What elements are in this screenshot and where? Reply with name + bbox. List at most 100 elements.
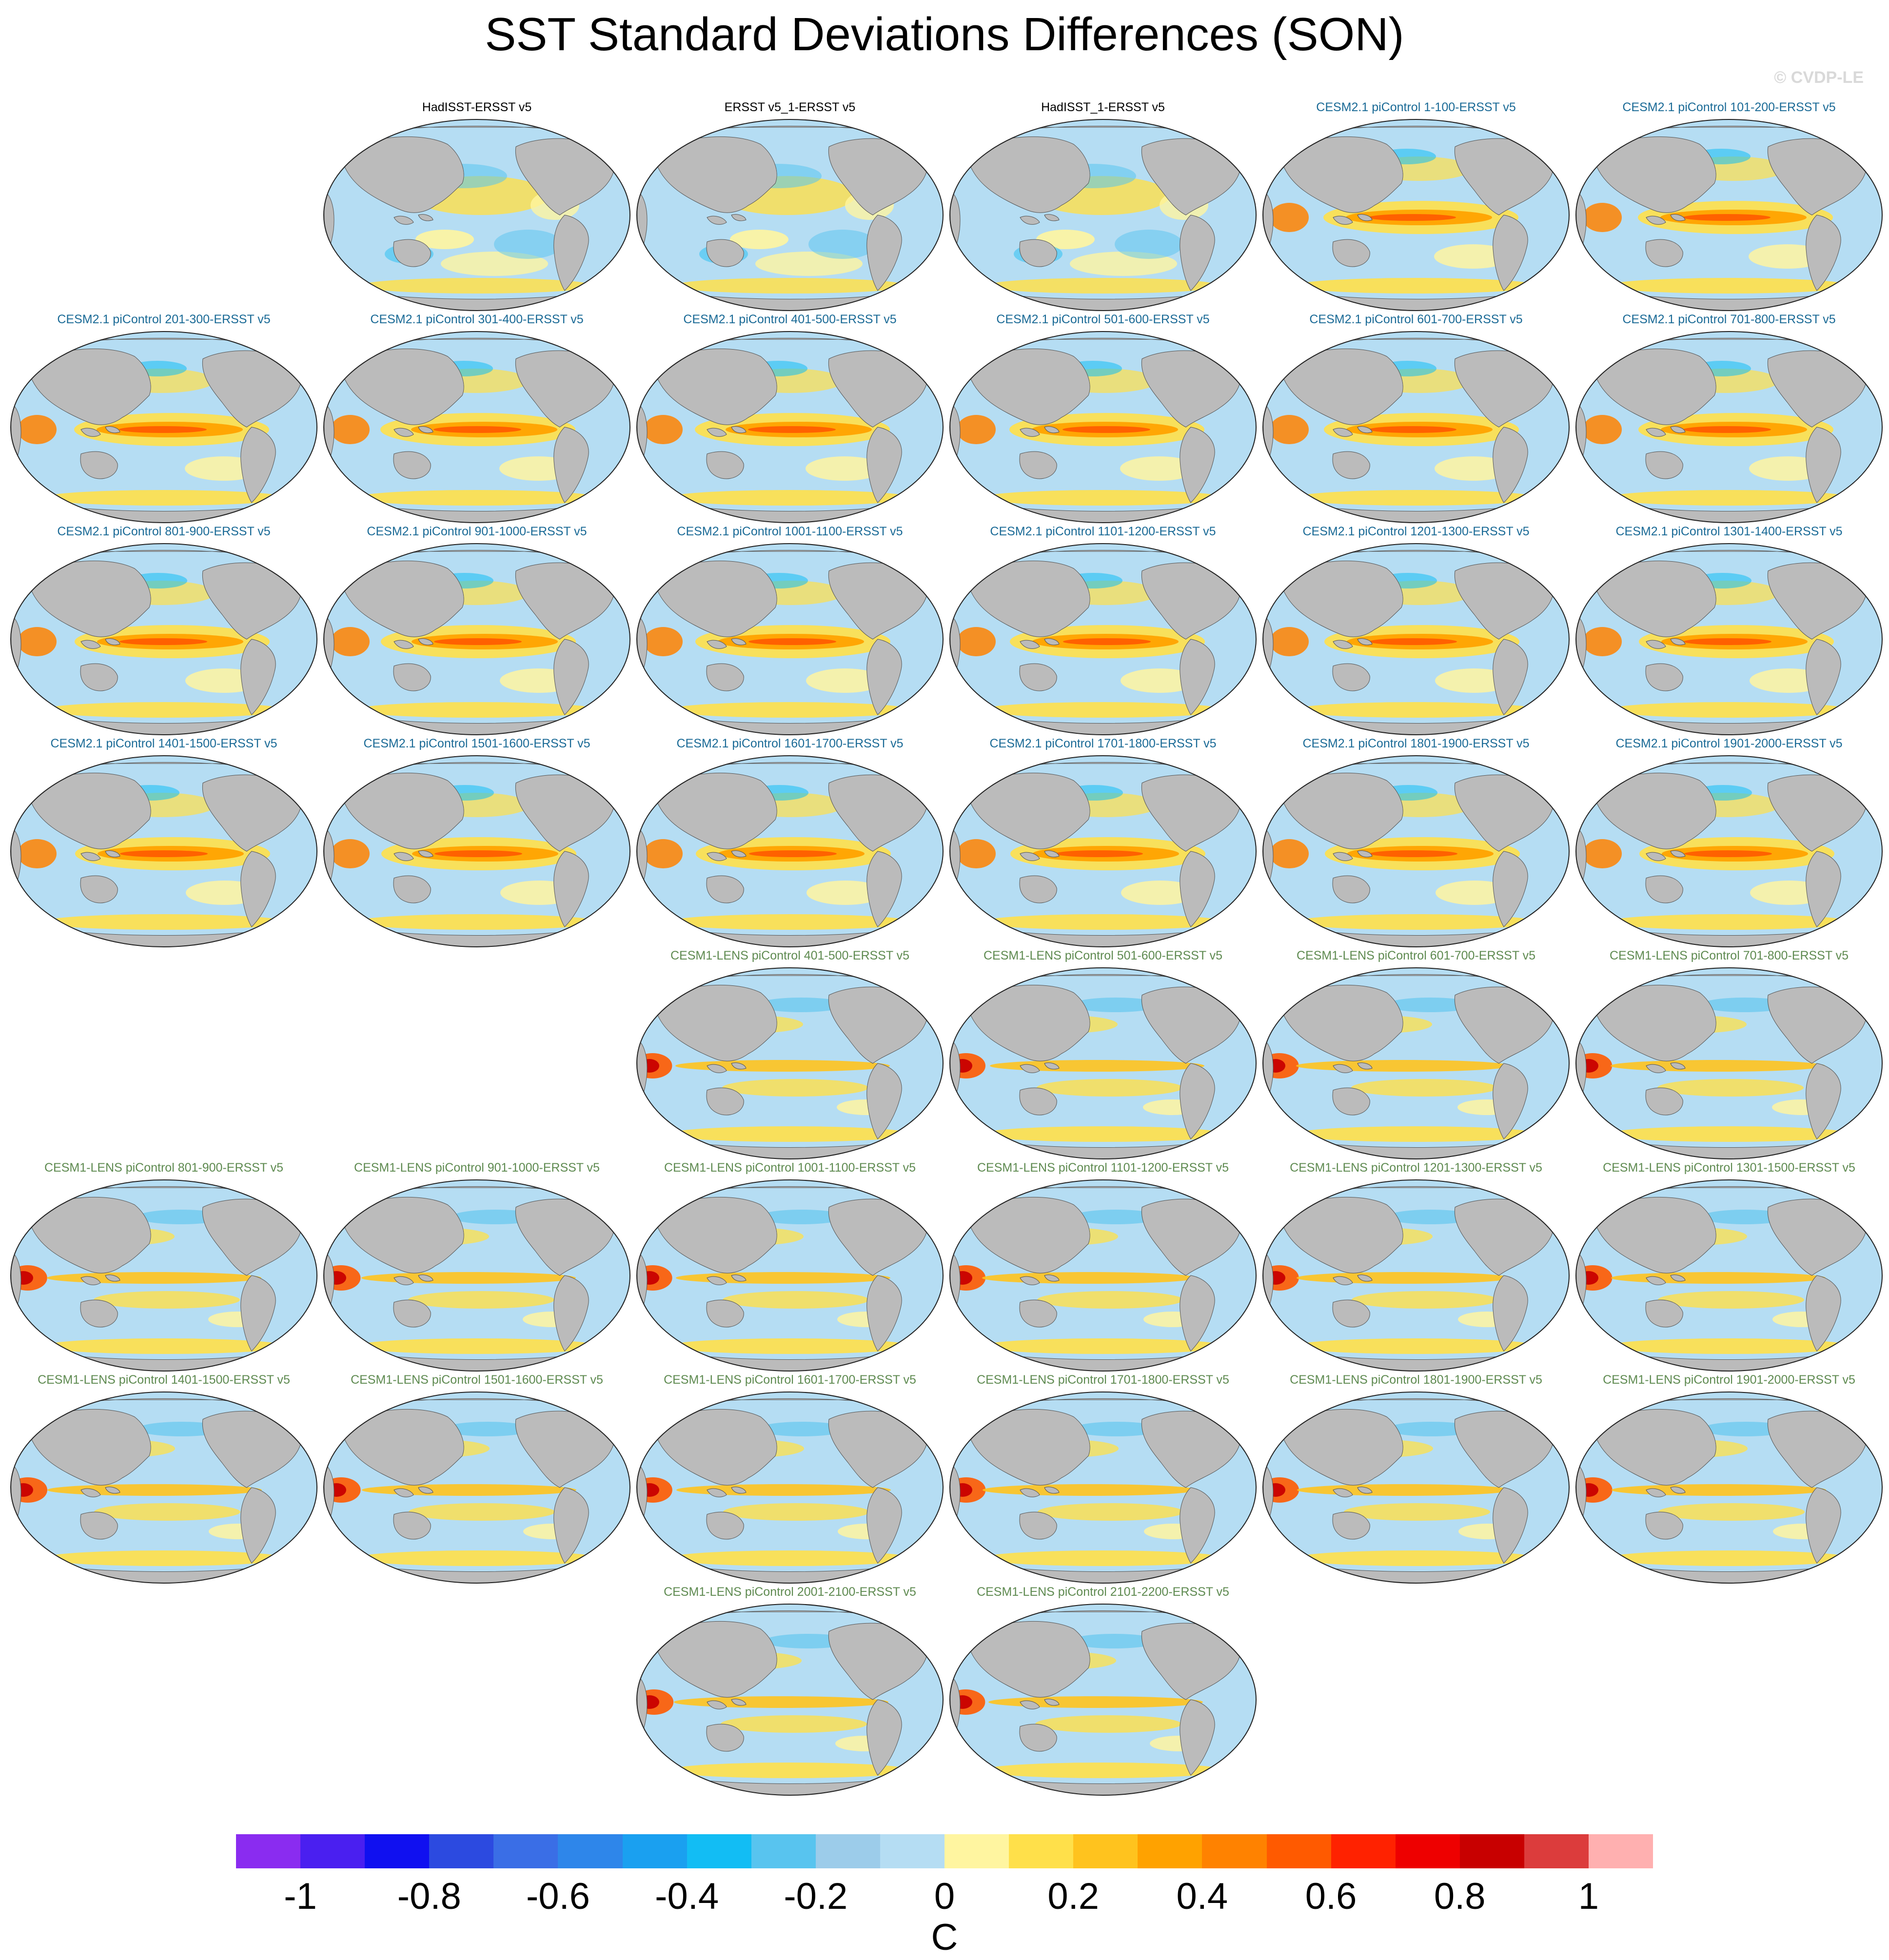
land-mass: [706, 239, 744, 267]
land-mass: [1019, 875, 1057, 903]
land-mass: [394, 640, 414, 649]
panel-title: CESM1-LENS piControl 1901-2000-ERSST v5: [1603, 1373, 1855, 1387]
sst-map: [1575, 1392, 1883, 1584]
colorbar-units-label: C: [931, 1917, 958, 1958]
land-mass: [553, 851, 589, 927]
panel-title: CESM2.1 piControl 1001-1100-ERSST v5: [677, 525, 903, 538]
land-mass: [1646, 1064, 1666, 1073]
map-panel: CESM2.1 piControl 1101-1200-ERSST v5: [947, 524, 1259, 737]
map-panel: CESM1-LENS piControl 1001-1100-ERSST v5: [634, 1160, 946, 1373]
land-mass: [1180, 1487, 1215, 1564]
land-mass: [1493, 639, 1528, 715]
panel-title: CESM1-LENS piControl 1701-1800-ERSST v5: [977, 1373, 1229, 1387]
sst-map: [323, 119, 630, 311]
land-mass: [1493, 1487, 1528, 1564]
map-panel: CESM2.1 piControl 601-700-ERSST v5: [1260, 312, 1572, 525]
colorbar-swatch: [558, 1834, 623, 1868]
land-mass: [105, 850, 120, 858]
map-panel: ERSST v5_1-ERSST v5: [634, 100, 946, 313]
land-mass: [394, 1276, 414, 1285]
panel-title: CESM1-LENS piControl 1201-1300-ERSST v5: [1290, 1161, 1542, 1175]
map-panel: CESM1-LENS piControl 1801-1900-ERSST v5: [1260, 1372, 1572, 1585]
land-mass: [731, 850, 747, 858]
colorbar-swatch: [751, 1834, 816, 1868]
map-panel: CESM2.1 piControl 101-200-ERSST v5: [1573, 100, 1885, 313]
land-mass: [340, 136, 464, 213]
land-mass: [866, 1699, 902, 1776]
map-panel: CESM1-LENS piControl 801-900-ERSST v5: [8, 1160, 320, 1373]
land-mass: [1020, 1276, 1040, 1285]
land-mass: [105, 426, 120, 433]
sst-map: [636, 543, 944, 735]
land-mass: [1670, 426, 1686, 433]
colorbar-swatch: [300, 1834, 365, 1868]
sst-map: [323, 1392, 630, 1584]
sst-map: [949, 755, 1257, 947]
panel-title: CESM1-LENS piControl 401-500-ERSST v5: [670, 949, 910, 962]
land-mass: [1044, 638, 1060, 646]
land-mass: [27, 560, 151, 637]
panel-title: CESM1-LENS piControl 1601-1700-ERSST v5: [664, 1373, 916, 1387]
land-mass: [1019, 239, 1057, 267]
land-mass: [553, 215, 589, 291]
land-mass: [80, 1511, 118, 1540]
land-mass: [105, 638, 120, 646]
panel-title: HadISST_1-ERSST v5: [1041, 100, 1165, 114]
land-mass: [394, 852, 414, 861]
colorbar-swatch: [493, 1834, 558, 1868]
land-mass: [1645, 875, 1683, 903]
land-mass: [966, 772, 1090, 849]
land-mass: [1670, 1487, 1686, 1494]
land-mass: [1044, 426, 1060, 433]
land-mass: [1044, 214, 1060, 221]
land-mass: [1357, 638, 1373, 646]
land-mass: [240, 1487, 276, 1564]
land-mass: [240, 639, 276, 715]
land-mass: [731, 1487, 747, 1494]
panel-title: CESM2.1 piControl 801-900-ERSST v5: [57, 525, 271, 538]
land-mass: [1180, 427, 1215, 503]
land-mass: [80, 852, 101, 861]
land-mass: [866, 639, 902, 715]
colorbar-swatch: [365, 1834, 430, 1868]
land-mass: [1279, 348, 1403, 425]
land-mass: [1357, 1062, 1373, 1070]
colorbar-tick: -0.6: [526, 1876, 590, 1917]
colorbar-swatch: [1202, 1834, 1267, 1868]
panel-title: CESM1-LENS piControl 1401-1500-ERSST v5: [38, 1373, 290, 1387]
panel-title: CESM2.1 piControl 501-600-ERSST v5: [996, 313, 1210, 326]
map-panel: CESM2.1 piControl 1801-1900-ERSST v5: [1260, 736, 1572, 949]
land-mass: [1493, 215, 1528, 291]
land-mass: [966, 348, 1090, 425]
sst-map: [1262, 331, 1570, 523]
land-mass: [1333, 852, 1353, 861]
panel-title: CESM2.1 piControl 1201-1300-ERSST v5: [1302, 525, 1530, 538]
land-mass: [1493, 1275, 1528, 1352]
sst-map: [1575, 967, 1883, 1159]
colorbar: [236, 1834, 1653, 1868]
land-mass: [1646, 1276, 1666, 1285]
land-mass: [418, 638, 433, 646]
land-mass: [866, 427, 902, 503]
map-panel: CESM1-LENS piControl 1101-1200-ERSST v5: [947, 1160, 1259, 1373]
panel-title: CESM2.1 piControl 101-200-ERSST v5: [1622, 100, 1836, 114]
colorbar-swatch: [687, 1834, 751, 1868]
map-panel: CESM2.1 piControl 1901-2000-ERSST v5: [1573, 736, 1885, 949]
land-mass: [553, 1487, 589, 1564]
land-mass: [340, 772, 464, 849]
land-mass: [731, 426, 747, 433]
panel-title: CESM1-LENS piControl 601-700-ERSST v5: [1296, 949, 1536, 962]
land-mass: [966, 560, 1090, 637]
sst-map: [636, 1179, 944, 1372]
land-mass: [105, 1274, 120, 1282]
colorbar-swatch: [236, 1834, 301, 1868]
land-mass: [1332, 1299, 1370, 1328]
colorbar-tick: 0.2: [1047, 1876, 1099, 1917]
land-mass: [240, 427, 276, 503]
land-mass: [1645, 663, 1683, 691]
panel-title: CESM1-LENS piControl 2001-2100-ERSST v5: [664, 1585, 916, 1599]
panel-title: CESM1-LENS piControl 1001-1100-ERSST v5: [664, 1161, 916, 1175]
land-mass: [707, 428, 727, 437]
land-mass: [707, 1064, 727, 1073]
land-mass: [706, 1724, 744, 1752]
